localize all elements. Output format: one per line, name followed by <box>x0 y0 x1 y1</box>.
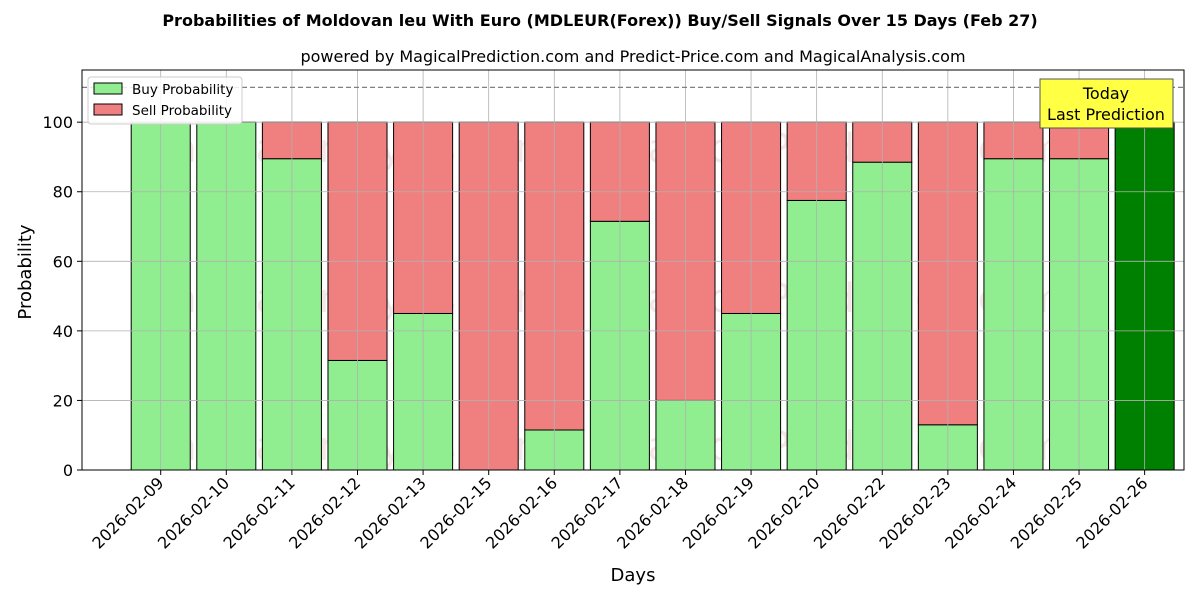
chart-title: Probabilities of Moldovan leu With Euro … <box>162 11 1037 30</box>
legend: Buy Probability Sell Probability <box>87 76 243 125</box>
x-axis-label: Days <box>611 565 656 586</box>
legend-label-sell: Sell Probability <box>132 103 232 119</box>
y-axis-label: Probability <box>15 224 36 319</box>
y-tick-label: 0 <box>63 461 73 480</box>
legend-label-buy: Buy Probability <box>132 82 233 98</box>
annotation-box <box>1039 78 1174 129</box>
legend-swatch-sell <box>93 103 123 116</box>
y-tick-label: 80 <box>53 183 73 202</box>
plot-frame <box>81 69 1185 471</box>
today-annotation: Today Last Prediction <box>1039 78 1174 129</box>
annotation-text: Last Prediction <box>1047 105 1165 124</box>
annotation-text: Today <box>1082 84 1129 103</box>
legend-box <box>87 76 243 125</box>
legend-swatch-buy <box>93 82 123 95</box>
y-tick-label: 100 <box>42 113 73 132</box>
y-tick-label: 60 <box>53 252 73 271</box>
y-tick-label: 20 <box>53 391 73 410</box>
y-tick-label: 40 <box>53 322 73 341</box>
chart-subtitle: powered by MagicalPrediction.com and Pre… <box>300 47 965 66</box>
grid-lines <box>82 70 1184 471</box>
